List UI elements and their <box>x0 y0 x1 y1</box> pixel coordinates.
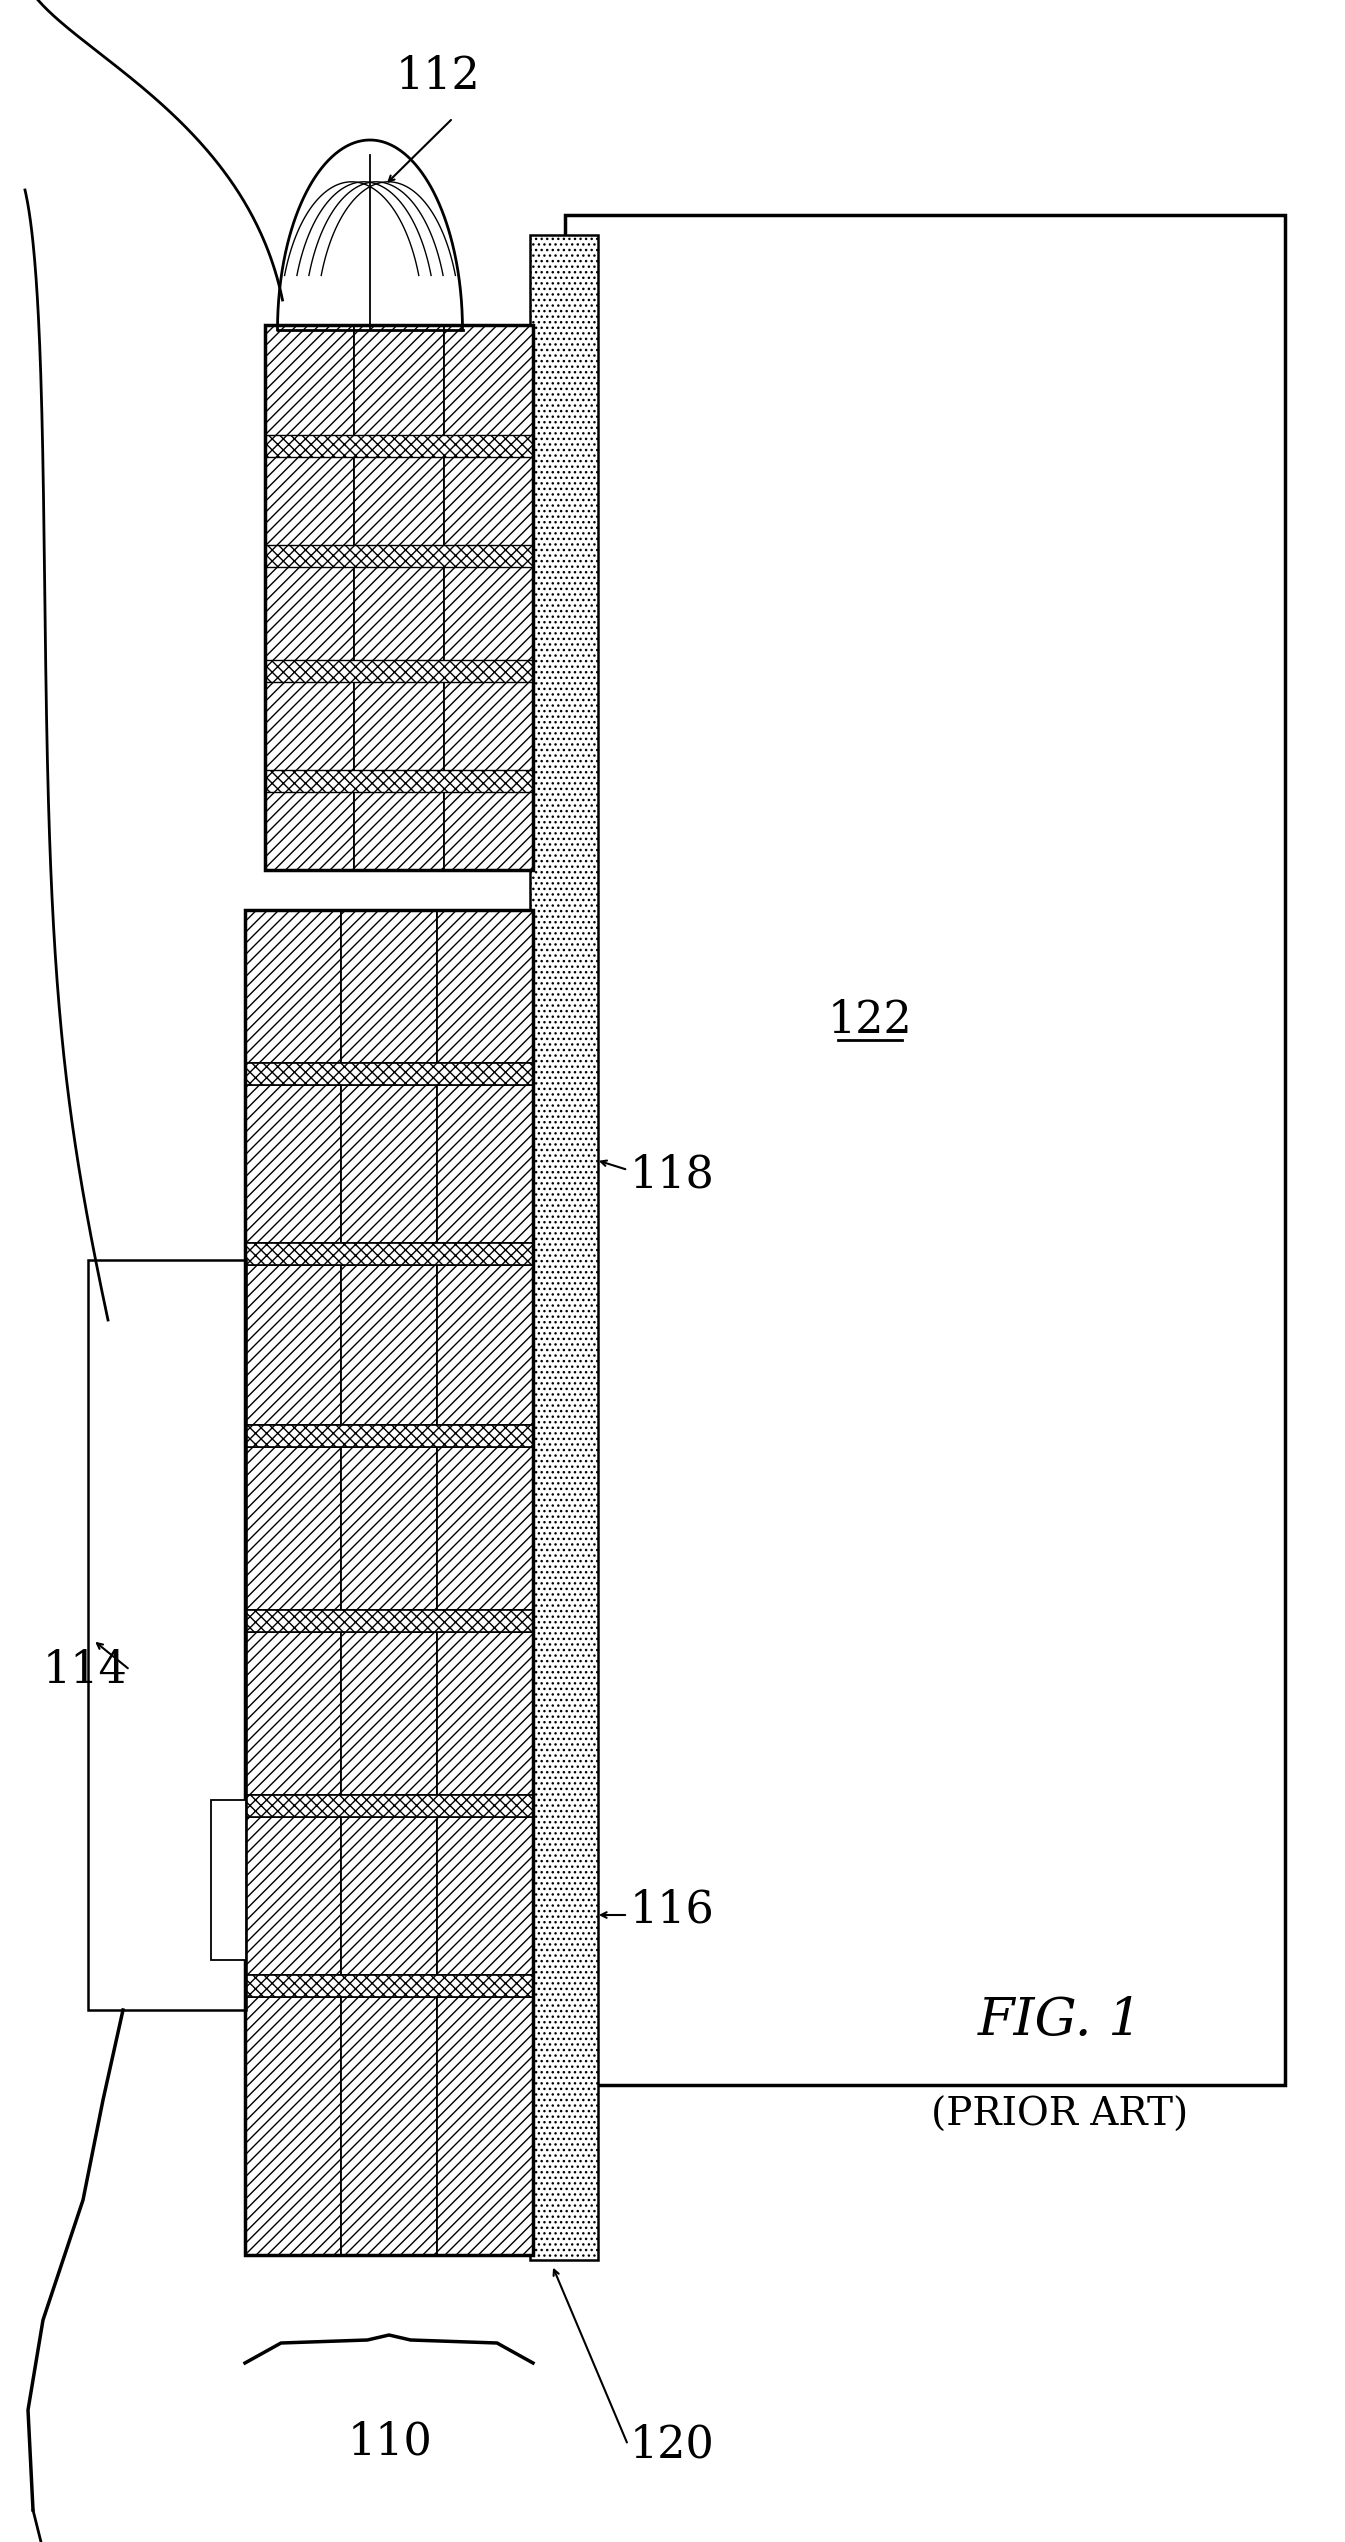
Bar <box>342 1266 437 1426</box>
Text: (PRIOR ART): (PRIOR ART) <box>931 2097 1189 2133</box>
Bar <box>342 1085 437 1243</box>
Text: 110: 110 <box>347 2420 433 2463</box>
Bar <box>245 1818 342 1975</box>
Bar <box>342 910 437 1063</box>
Bar <box>354 325 444 869</box>
Bar <box>245 1446 342 1609</box>
Bar <box>265 325 533 869</box>
Text: 112: 112 <box>395 56 480 99</box>
Bar <box>265 325 354 869</box>
Bar <box>437 910 533 1063</box>
Bar <box>437 1818 533 1975</box>
Bar <box>265 544 533 567</box>
Bar <box>245 1266 342 1426</box>
Bar <box>245 910 342 1063</box>
Bar <box>245 1243 533 1266</box>
Bar <box>437 1446 533 1609</box>
Bar <box>437 1266 533 1426</box>
Bar <box>565 216 1284 2084</box>
Bar <box>245 1975 533 1998</box>
Bar <box>437 1998 533 2255</box>
Bar <box>530 234 599 2260</box>
Text: 120: 120 <box>629 2423 716 2466</box>
Bar <box>245 1063 533 1085</box>
Bar <box>437 1085 533 1243</box>
Text: 122: 122 <box>827 999 912 1042</box>
Bar <box>245 1998 342 2255</box>
Bar <box>87 1261 246 2011</box>
Bar <box>444 325 533 869</box>
Bar <box>245 1426 533 1446</box>
Bar <box>245 1632 342 1795</box>
Bar <box>245 1795 533 1818</box>
Text: 116: 116 <box>629 1889 714 1932</box>
Text: 118: 118 <box>629 1154 716 1197</box>
Bar <box>342 1818 437 1975</box>
Bar <box>265 770 533 793</box>
Text: 114: 114 <box>43 1647 128 1690</box>
Bar <box>245 1085 342 1243</box>
Bar <box>265 661 533 681</box>
Bar <box>265 435 533 458</box>
Bar <box>245 1609 533 1632</box>
Bar <box>342 1446 437 1609</box>
Text: FIG. 1: FIG. 1 <box>978 1995 1142 2046</box>
Bar <box>437 1632 533 1795</box>
Bar <box>342 1632 437 1795</box>
Bar <box>245 910 533 2255</box>
Bar <box>211 1800 246 1960</box>
Bar <box>342 1998 437 2255</box>
